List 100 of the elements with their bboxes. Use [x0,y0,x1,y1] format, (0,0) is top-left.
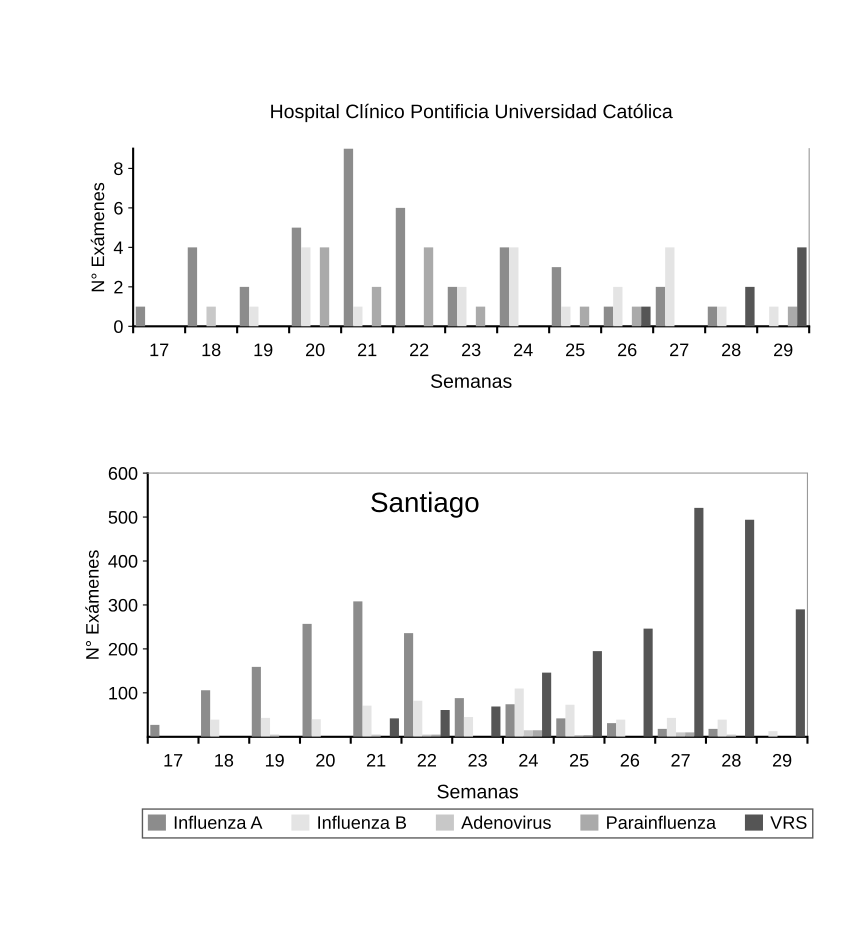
x-tick-label: 19 [266,754,284,767]
bar [249,306,258,326]
x-tick-label: 18 [215,754,234,767]
y-tick-label: 8 [114,162,123,176]
bar [188,247,198,326]
y-tick-label: 2 [114,280,123,294]
bar [353,306,362,326]
y-tick-label: 200 [108,642,138,656]
bar [260,718,270,737]
bar [440,710,450,737]
bar [301,247,310,326]
x-axis-title: Semanas [430,374,512,388]
x-tick-label: 26 [618,343,636,356]
bar [454,698,464,737]
bar [769,306,778,326]
y-axis-title: N° Exámenes [85,550,99,659]
x-tick-label: 27 [670,343,688,356]
y-tick-label: 300 [108,598,138,612]
bar [302,624,312,737]
x-axis-title: Semanas [437,784,518,798]
bar [656,286,666,326]
bar [210,720,220,737]
bar [658,728,667,737]
bar [768,731,778,737]
bar [396,208,406,326]
bar [788,306,798,326]
y-tick-label: 600 [108,467,138,480]
bar [372,286,382,326]
y-tick-label: 100 [109,686,138,700]
y-tick-label: 0 [114,320,123,334]
x-tick-label: 25 [566,343,584,356]
chart-title: Hospital Clínico Pontificia Universidad Católica [271,104,673,122]
x-tick-label: 18 [202,343,220,356]
bar [201,690,210,737]
x-tick-label: 24 [519,754,538,767]
y-tick-label: 6 [114,202,123,215]
bar [404,633,414,737]
bar [362,706,372,737]
y-tick-label: 500 [108,510,138,524]
x-tick-label: 21 [358,343,376,356]
bar [506,704,515,737]
bar [413,700,422,737]
bar [607,723,616,737]
bar [514,688,524,737]
legend-label: Parainfluenza [607,816,716,829]
bar [491,706,500,737]
legend-label: Influenza A [174,816,262,829]
x-tick-label: 19 [254,343,272,356]
bar [632,306,642,326]
bar [353,601,362,737]
x-tick-label: 22 [410,343,428,356]
y-tick-label: 400 [108,554,138,568]
bar [552,267,562,326]
bar [796,609,805,737]
x-tick-label: 27 [671,754,690,767]
x-tick-label: 21 [366,754,386,767]
bar [206,306,216,326]
bar [685,732,694,737]
bar [644,628,653,737]
bar [745,286,755,326]
x-tick-label: 17 [150,344,168,356]
bar [717,306,726,326]
x-tick-label: 20 [306,343,324,356]
legend-label: Influenza B [318,816,406,829]
bar [616,720,626,737]
bar [694,508,704,737]
bar [542,672,552,737]
bar [718,720,727,737]
bar [565,704,575,737]
bar [604,306,614,326]
bar [797,247,807,326]
x-tick-label: 23 [468,754,487,767]
bar [252,666,261,737]
x-tick-label: 20 [316,754,335,767]
x-tick-label: 29 [774,343,792,356]
bar [448,286,458,326]
bar [312,719,321,737]
x-tick-label: 24 [514,343,533,356]
bar [641,306,651,326]
bar [556,718,566,737]
bar [509,247,518,326]
bar [344,148,354,326]
bar [580,306,590,326]
bar [532,730,542,737]
x-tick-label: 28 [722,754,741,767]
x-tick-label: 28 [722,343,740,356]
bar [500,247,510,326]
legend-label: Adenovirus [461,816,551,829]
bar [320,247,330,326]
bar [457,286,466,326]
bar [708,306,718,326]
x-tick-label: 23 [462,343,480,356]
bar [150,724,160,737]
x-tick-label: 26 [620,754,640,767]
annotation: Santiago [371,492,478,518]
y-axis-title: N° Exámenes [90,182,104,292]
x-tick-label: 25 [570,754,588,767]
bar [613,286,622,326]
bar [745,520,754,737]
bar [292,228,302,326]
